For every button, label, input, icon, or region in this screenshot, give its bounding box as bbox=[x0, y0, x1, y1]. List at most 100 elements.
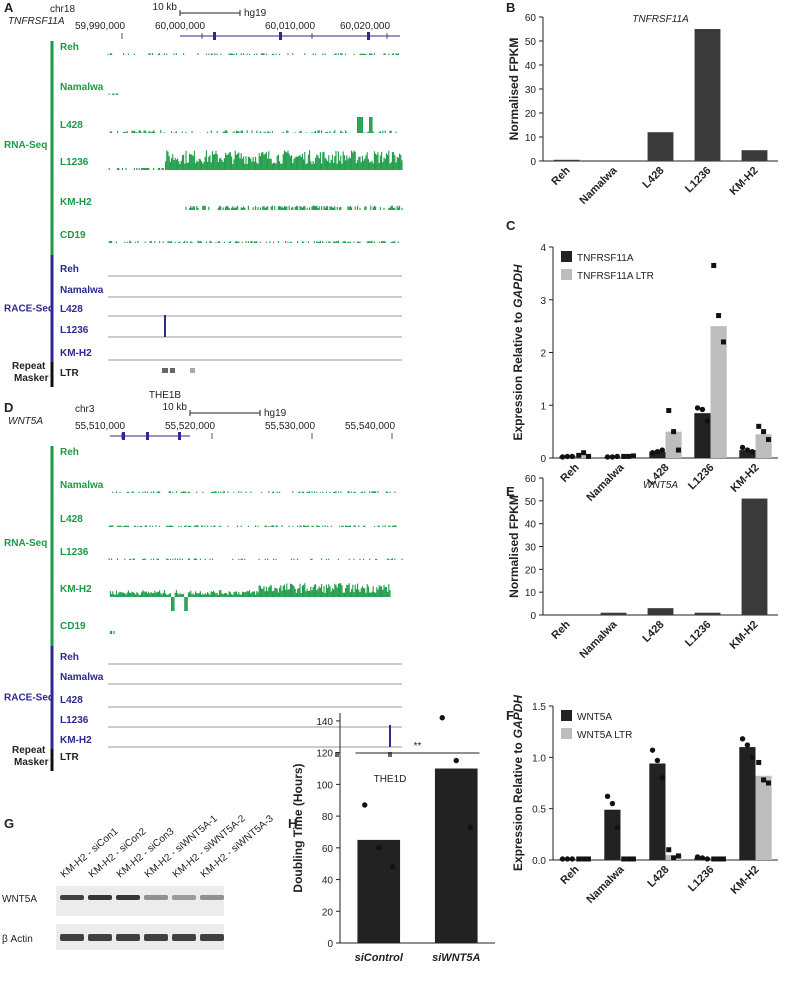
assembly: hg19 bbox=[244, 8, 267, 19]
replicate-point bbox=[630, 856, 636, 862]
bar bbox=[600, 612, 627, 615]
replicate-point bbox=[376, 845, 382, 851]
y-axis-label-text: Doubling Time (Hours) bbox=[291, 763, 305, 892]
panel-letter: G bbox=[4, 816, 14, 831]
track-label: Namalwa bbox=[60, 82, 104, 93]
track-label: Namalwa bbox=[60, 480, 104, 491]
y-tick-label: 60 bbox=[322, 844, 334, 855]
signal-track bbox=[109, 631, 115, 634]
y-tick-label: 10 bbox=[525, 588, 537, 599]
signal-track bbox=[107, 53, 399, 55]
y-tick-label: 40 bbox=[525, 520, 537, 531]
x-tick-label: KM-H2 bbox=[727, 619, 760, 652]
coordinate: 60,020,000 bbox=[340, 21, 390, 32]
replicate-point bbox=[614, 453, 620, 460]
gene-name: WNT5A bbox=[8, 416, 43, 427]
x-tick-label: L1236 bbox=[683, 619, 714, 650]
panel-letter: A bbox=[4, 0, 14, 15]
legend-swatch bbox=[561, 728, 572, 739]
replicate-point bbox=[756, 423, 762, 429]
coordinate: 55,510,000 bbox=[75, 421, 125, 432]
signal-track bbox=[108, 150, 403, 170]
coordinate: 59,990,000 bbox=[75, 21, 125, 32]
replicate-point bbox=[559, 856, 566, 862]
signal-track bbox=[108, 525, 397, 527]
bar bbox=[357, 839, 401, 943]
track-label: Reh bbox=[60, 447, 79, 458]
track-label: L1236 bbox=[60, 547, 89, 558]
ltr-label: LTR bbox=[60, 368, 79, 379]
track-label: Namalwa bbox=[60, 672, 104, 683]
replicate-point bbox=[694, 854, 701, 860]
y-tick-label: 20 bbox=[322, 907, 334, 918]
y-tick-label: 50 bbox=[525, 497, 537, 508]
legend-label: TNFRSF11A bbox=[577, 253, 634, 264]
signal-track bbox=[112, 491, 396, 493]
replicate-point bbox=[581, 856, 587, 862]
x-tick-label: L1236 bbox=[686, 462, 717, 493]
coordinate: 60,010,000 bbox=[265, 21, 315, 32]
replicate-point bbox=[626, 453, 632, 459]
x-tick-label: L428 bbox=[645, 864, 671, 890]
replicate-point bbox=[711, 262, 717, 268]
replicate-point bbox=[630, 453, 636, 459]
repeat-block bbox=[190, 368, 195, 373]
legend-label: TNFRSF11A LTR bbox=[577, 271, 654, 282]
x-tick-label: Reh bbox=[549, 618, 572, 641]
y-tick-label: 4 bbox=[540, 243, 546, 254]
replicate-point bbox=[390, 864, 396, 870]
replicate-point bbox=[467, 824, 473, 830]
track-label: KM-H2 bbox=[60, 735, 92, 746]
replicate-point bbox=[675, 447, 681, 453]
track-label: L428 bbox=[60, 514, 83, 525]
x-tick-label: Namalwa bbox=[584, 461, 627, 504]
x-tick-label: KM-H2 bbox=[728, 864, 761, 897]
bar bbox=[739, 450, 756, 458]
track-label: KM-H2 bbox=[60, 584, 92, 595]
band bbox=[116, 934, 140, 941]
replicate-point bbox=[621, 856, 627, 862]
replicate-point bbox=[439, 715, 445, 721]
replicate-point bbox=[362, 802, 368, 808]
exon bbox=[367, 32, 370, 40]
y-tick-label: 2 bbox=[540, 349, 546, 360]
y-axis-label-text: Expression Relative to bbox=[511, 312, 525, 441]
track-label: Namalwa bbox=[60, 285, 104, 296]
replicate-point bbox=[749, 448, 755, 455]
y-tick-label: 20 bbox=[525, 109, 537, 120]
protein-label: β Actin bbox=[2, 934, 33, 945]
replicate-point bbox=[654, 448, 661, 455]
y-tick-label: 80 bbox=[322, 812, 334, 823]
group-label: RNA-Seq bbox=[4, 140, 47, 151]
replicate-point bbox=[739, 444, 746, 451]
y-tick-label: 20 bbox=[525, 565, 537, 576]
blot bbox=[56, 886, 224, 916]
group-label: RACE-Seq bbox=[4, 693, 54, 704]
track-label: L428 bbox=[60, 120, 83, 131]
chart-title: WNT5A bbox=[643, 480, 678, 491]
replicate-point bbox=[675, 853, 681, 859]
exon bbox=[178, 432, 181, 440]
x-tick-label: Namalwa bbox=[584, 863, 627, 906]
replicate-point bbox=[581, 450, 587, 456]
chromosome: chr18 bbox=[50, 4, 75, 15]
track-label: L428 bbox=[60, 304, 83, 315]
band bbox=[200, 934, 224, 941]
replicate-point bbox=[765, 437, 771, 443]
x-tick-label: siControl bbox=[355, 952, 404, 964]
bar bbox=[694, 413, 711, 458]
bar bbox=[604, 809, 621, 860]
element-label: THE1D bbox=[374, 774, 407, 785]
y-tick-label: 3 bbox=[540, 296, 546, 307]
scale-label: 10 kb bbox=[153, 2, 178, 13]
y-tick-label: 100 bbox=[316, 780, 333, 791]
y-tick-label: 50 bbox=[525, 37, 537, 48]
x-tick-label: Reh bbox=[558, 461, 581, 484]
bar bbox=[739, 747, 756, 860]
repeat-label: Masker bbox=[14, 373, 49, 384]
scale-label: 10 kb bbox=[163, 402, 188, 413]
y-tick-label: 0 bbox=[327, 939, 333, 950]
track-label: L1236 bbox=[60, 715, 89, 726]
chart-title: TNFRSF11A bbox=[632, 14, 689, 25]
track-label: L1236 bbox=[60, 157, 89, 168]
